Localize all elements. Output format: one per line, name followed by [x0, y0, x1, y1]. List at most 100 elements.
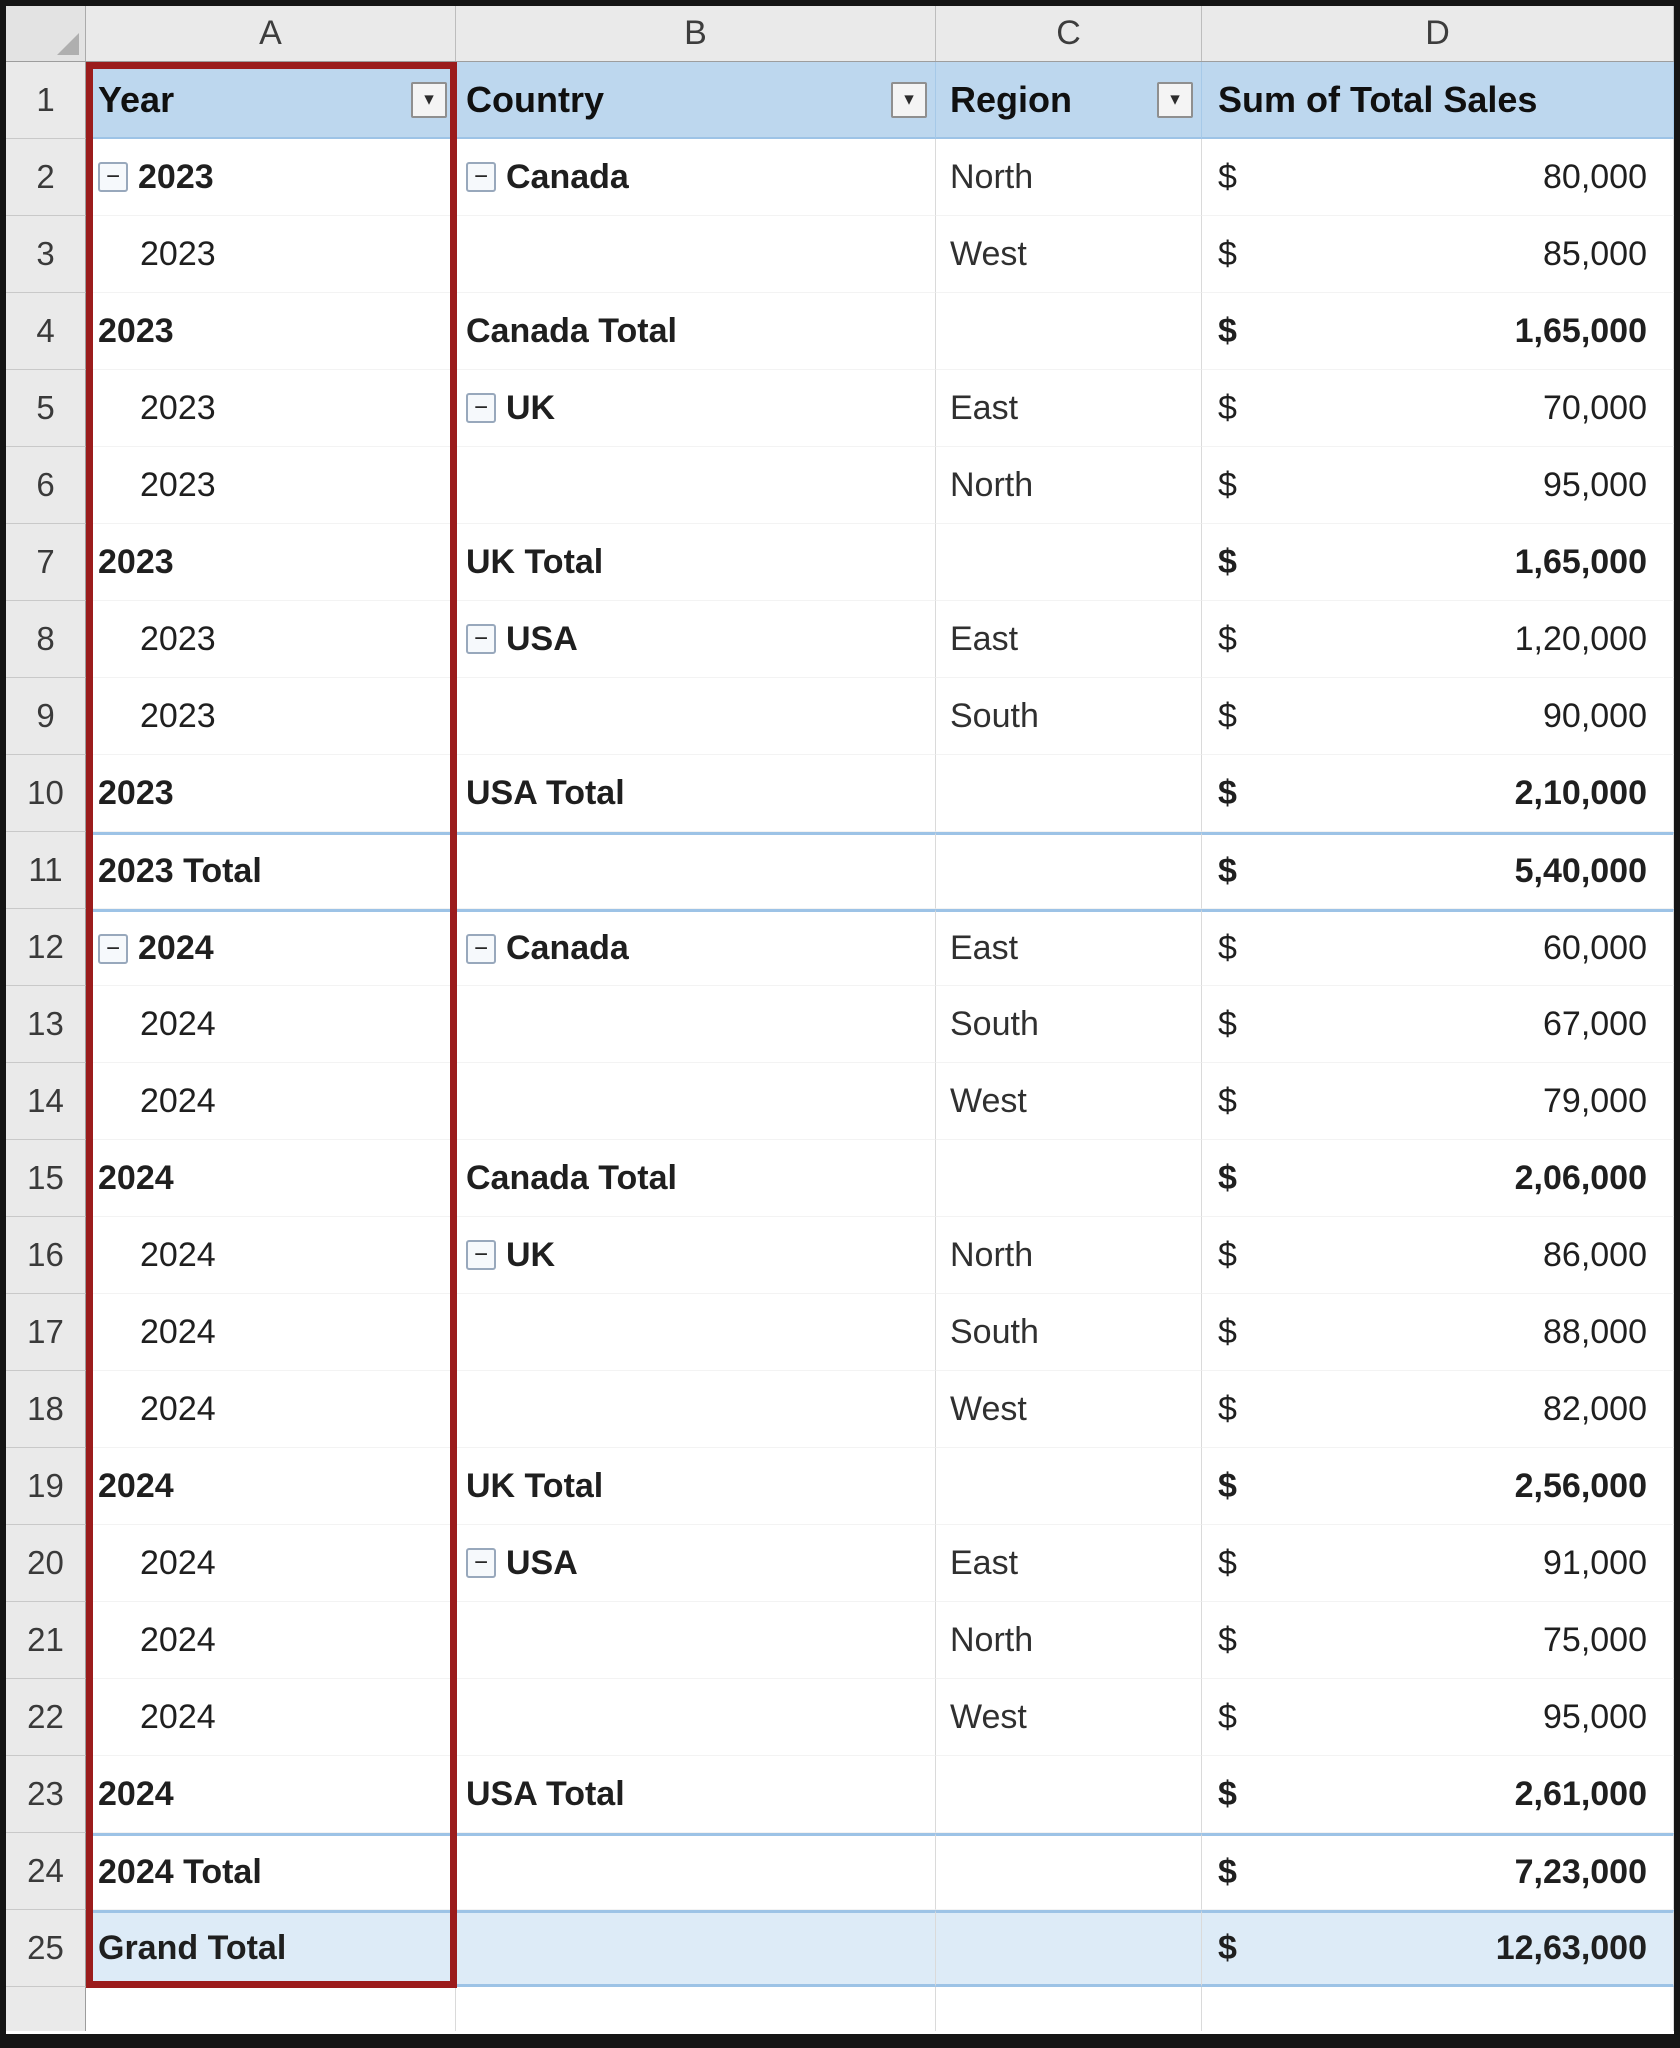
cell-year[interactable]: 2023 [86, 447, 456, 524]
cell-country[interactable] [456, 1602, 936, 1679]
cell-region[interactable]: South [936, 1294, 1202, 1371]
cell[interactable] [936, 1987, 1202, 2031]
cell-country[interactable] [456, 1294, 936, 1371]
cell-country[interactable] [456, 832, 936, 909]
cell-sales[interactable]: $ 2,10,000 [1202, 755, 1674, 832]
cell-year[interactable]: − 2024 [86, 909, 456, 986]
row-header-17[interactable]: 17 [6, 1294, 86, 1371]
cell-sales[interactable]: $ 75,000 [1202, 1602, 1674, 1679]
cell-year[interactable]: 2024 [86, 1448, 456, 1525]
cell-region[interactable]: East [936, 1525, 1202, 1602]
cell-country[interactable]: Canada Total [456, 1140, 936, 1217]
row-header-22[interactable]: 22 [6, 1679, 86, 1756]
cell-sales[interactable]: $ 86,000 [1202, 1217, 1674, 1294]
cell-year[interactable]: 2023 [86, 370, 456, 447]
row-header-1[interactable]: 1 [6, 62, 86, 139]
cell-region[interactable] [936, 1756, 1202, 1833]
cell-region[interactable] [936, 832, 1202, 909]
cell-sales[interactable]: $ 85,000 [1202, 216, 1674, 293]
cell-year[interactable]: 2023 [86, 678, 456, 755]
cell-sales[interactable]: $ 82,000 [1202, 1371, 1674, 1448]
cell-year[interactable]: 2024 [86, 1679, 456, 1756]
cell-country[interactable] [456, 678, 936, 755]
cell-year-header[interactable]: Year ▾ [86, 62, 456, 139]
cell-region[interactable]: East [936, 601, 1202, 678]
cell-sales[interactable]: $ 5,40,000 [1202, 832, 1674, 909]
cell-region[interactable] [936, 1910, 1202, 1987]
filter-button-region[interactable]: ▾ [1157, 81, 1193, 118]
cell-country[interactable]: UK Total [456, 524, 936, 601]
cell-sales[interactable]: $ 2,06,000 [1202, 1140, 1674, 1217]
cell-year[interactable]: 2023 [86, 524, 456, 601]
cell-country[interactable]: USA Total [456, 1756, 936, 1833]
cell-region[interactable] [936, 524, 1202, 601]
cell-year[interactable]: Grand Total [86, 1910, 456, 1987]
cell-country[interactable] [456, 216, 936, 293]
cell-sales[interactable]: $ 1,65,000 [1202, 293, 1674, 370]
row-header-20[interactable]: 20 [6, 1525, 86, 1602]
cell-year[interactable]: 2024 Total [86, 1833, 456, 1910]
cell-country-header[interactable]: Country ▾ [456, 62, 936, 139]
collapse-button[interactable]: − [98, 933, 128, 964]
cell-year[interactable]: 2024 [86, 1140, 456, 1217]
row-header-14[interactable]: 14 [6, 1063, 86, 1140]
cell[interactable] [456, 1987, 936, 2031]
column-header-C[interactable]: C [936, 6, 1202, 61]
cell-year[interactable]: 2024 [86, 1294, 456, 1371]
cell-country[interactable]: − Canada [456, 909, 936, 986]
row-header-18[interactable]: 18 [6, 1371, 86, 1448]
cell-country[interactable] [456, 1371, 936, 1448]
cell-country[interactable] [456, 1910, 936, 1987]
row-header-4[interactable]: 4 [6, 293, 86, 370]
cell-region[interactable]: West [936, 1371, 1202, 1448]
cell-year[interactable]: 2023 Total [86, 832, 456, 909]
cell-year[interactable]: 2024 [86, 1217, 456, 1294]
cell-sales[interactable]: $ 67,000 [1202, 986, 1674, 1063]
cell-year[interactable]: 2023 [86, 216, 456, 293]
cell[interactable] [1202, 1987, 1674, 2031]
cell-sales[interactable]: $ 95,000 [1202, 447, 1674, 524]
collapse-button[interactable]: − [466, 1548, 496, 1578]
cell-year[interactable]: 2024 [86, 986, 456, 1063]
filter-button-year[interactable]: ▾ [411, 81, 447, 118]
cell-year[interactable]: 2024 [86, 1371, 456, 1448]
column-header-B[interactable]: B [456, 6, 936, 61]
cell-country[interactable]: − UK [456, 1217, 936, 1294]
cell-region-header[interactable]: Region ▾ [936, 62, 1202, 139]
row-header-21[interactable]: 21 [6, 1602, 86, 1679]
row-header-24[interactable]: 24 [6, 1833, 86, 1910]
cell-sales[interactable]: $ 7,23,000 [1202, 1833, 1674, 1910]
cell-sales[interactable]: $ 88,000 [1202, 1294, 1674, 1371]
cell-region[interactable]: East [936, 370, 1202, 447]
cell-sales[interactable]: $ 95,000 [1202, 1679, 1674, 1756]
cell-year[interactable]: 2023 [86, 601, 456, 678]
cell-region[interactable]: West [936, 216, 1202, 293]
cell-region[interactable]: North [936, 447, 1202, 524]
row-header-23[interactable]: 23 [6, 1756, 86, 1833]
cell-country[interactable]: Canada Total [456, 293, 936, 370]
row-header-25[interactable]: 25 [6, 1910, 86, 1987]
column-header-A[interactable]: A [86, 6, 456, 61]
cell-region[interactable]: North [936, 1217, 1202, 1294]
cell-year[interactable]: 2024 [86, 1602, 456, 1679]
cell-region[interactable] [936, 1448, 1202, 1525]
cell-year[interactable]: 2023 [86, 755, 456, 832]
row-header-9[interactable]: 9 [6, 678, 86, 755]
cell-region[interactable]: North [936, 139, 1202, 216]
cell-sales[interactable]: $ 1,65,000 [1202, 524, 1674, 601]
cell-country[interactable]: − USA [456, 1525, 936, 1602]
cell-region[interactable]: South [936, 986, 1202, 1063]
cell-country[interactable]: − Canada [456, 139, 936, 216]
row-header-8[interactable]: 8 [6, 601, 86, 678]
collapse-button[interactable]: − [466, 933, 496, 964]
cell-country[interactable] [456, 986, 936, 1063]
cell-region[interactable] [936, 1140, 1202, 1217]
cell-region[interactable] [936, 1833, 1202, 1910]
cell-region[interactable]: North [936, 1602, 1202, 1679]
cell-region[interactable]: West [936, 1063, 1202, 1140]
row-header-3[interactable]: 3 [6, 216, 86, 293]
cell-region[interactable]: East [936, 909, 1202, 986]
row-header-19[interactable]: 19 [6, 1448, 86, 1525]
cell-country[interactable]: UK Total [456, 1448, 936, 1525]
cell-sales[interactable]: $ 80,000 [1202, 139, 1674, 216]
